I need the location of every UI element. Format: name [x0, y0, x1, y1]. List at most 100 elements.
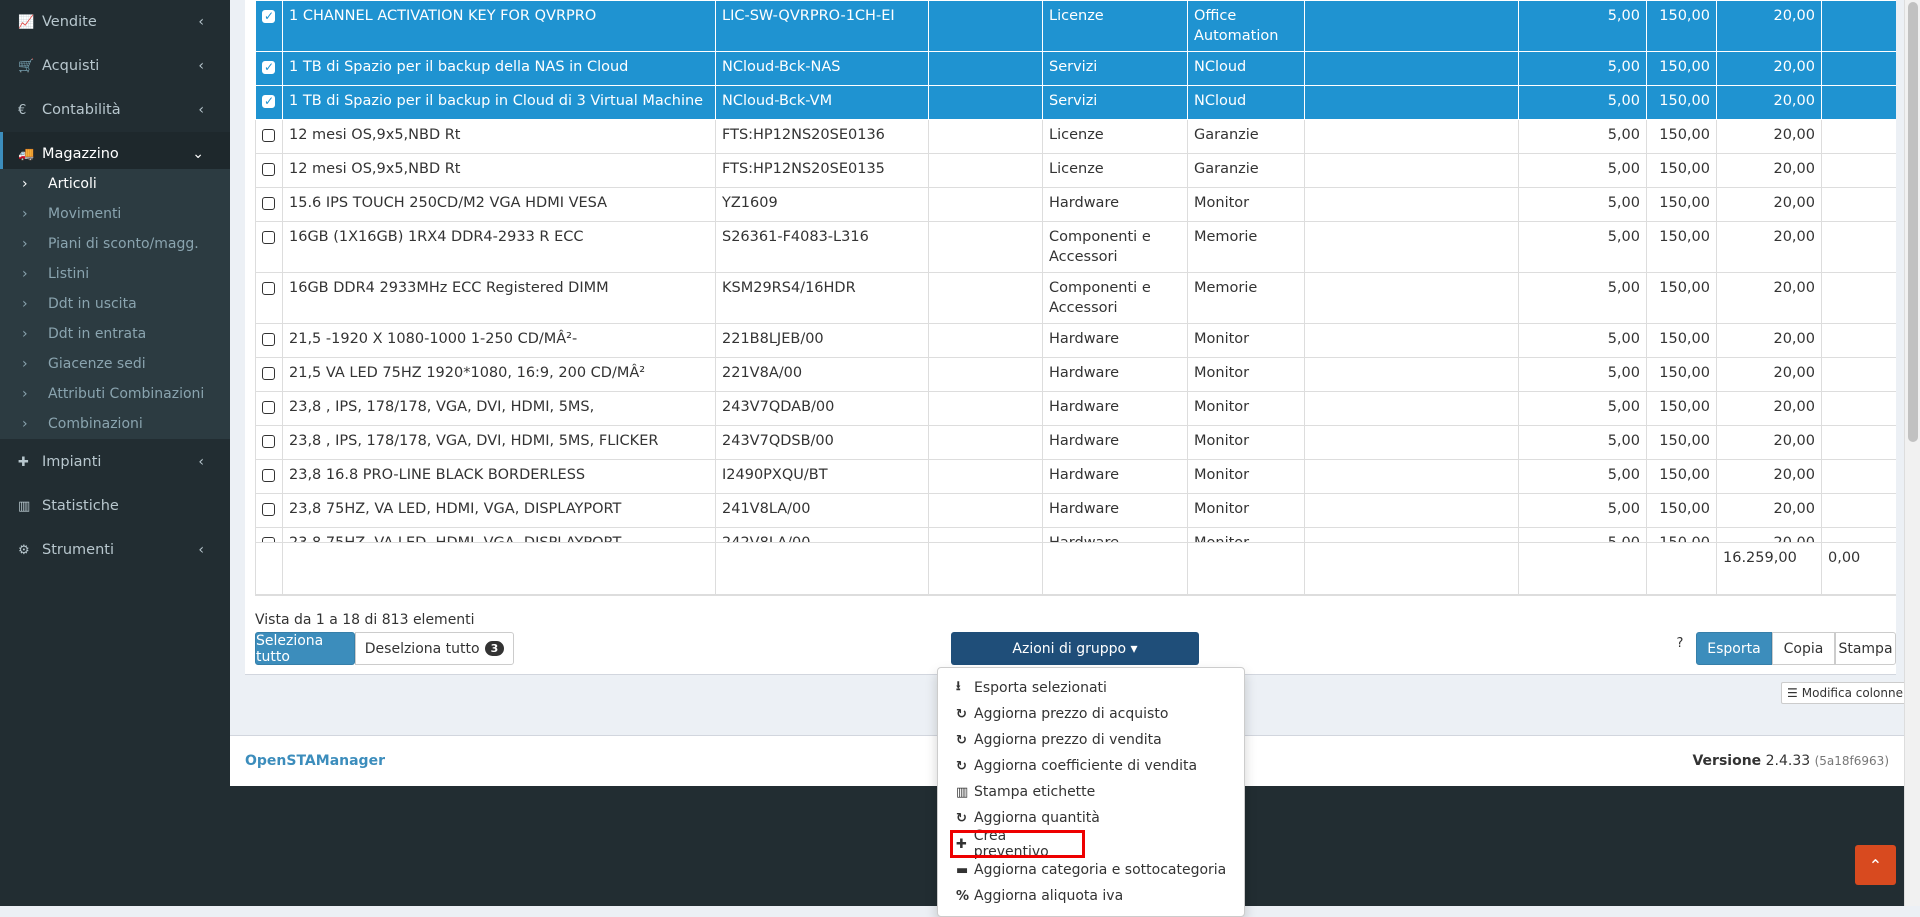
row-checkbox[interactable] — [255, 272, 283, 324]
scroll-to-top-button[interactable]: ⌃ — [1855, 845, 1896, 885]
totals-row: 16.259,00 0,00 — [255, 542, 1896, 594]
cell-description: 23,8 , IPS, 178/178, VGA, DVI, HDMI, 5MS… — [282, 425, 716, 460]
submenu-item[interactable]: › Listini — [0, 259, 230, 289]
menu-item[interactable]: % Aggiorna aliquota iva — [938, 883, 1244, 909]
menu-item[interactable]: ↻ Aggiorna quantità — [938, 805, 1244, 831]
table-row[interactable]: 23,8 16.8 PRO-LINE BLACK BORDERLESS I249… — [255, 459, 1896, 494]
cell-value: 20,00 — [1716, 187, 1822, 222]
row-checkbox[interactable] — [255, 153, 283, 188]
chevron-right-icon: › — [22, 236, 28, 252]
sidebar-item-acquisti[interactable]: 🛒 Acquisti ‹ — [0, 44, 230, 88]
cell-description: 16GB DDR4 2933MHz ECC Registered DIMM — [282, 272, 716, 324]
submenu-item[interactable]: › Giacenze sedi — [0, 349, 230, 379]
table-row[interactable]: 15.6 IPS TOUCH 250CD/M2 VGA HDMI VESA YZ… — [255, 187, 1896, 222]
table-row[interactable]: 12 mesi OS,9x5,NBD Rt FTS:HP12NS20SE0135… — [255, 153, 1896, 188]
sidebar-item-magazzino[interactable]: 🚚 Magazzino ⌄ — [0, 132, 230, 176]
cell-category: Hardware — [1042, 357, 1188, 392]
submenu-item[interactable]: › Combinazioni — [0, 409, 230, 439]
row-checkbox[interactable] — [255, 459, 283, 494]
copy-button[interactable]: Copia — [1772, 632, 1835, 665]
table-row[interactable]: 23,8 75HZ, VA LED, HDMI, VGA, DISPLAYPOR… — [255, 527, 1896, 542]
row-checkbox[interactable] — [255, 119, 283, 154]
submenu-item[interactable]: › Articoli — [0, 169, 230, 199]
scrollbar-thumb[interactable] — [1908, 2, 1918, 442]
sidebar: 📈 Vendite ‹ 🛒 Acquisti ‹ € Contabilità ‹ 🚚 Magazzi… — [0, 0, 230, 906]
cell-code: 243V7QDAB/00 — [715, 391, 929, 426]
sidebar-item-impianti[interactable]: ✚ Impianti ‹ — [0, 440, 230, 484]
menu-item[interactable]: ▬ Aggiorna categoria e sottocategoria — [938, 857, 1244, 883]
cell-price: 150,00 — [1646, 153, 1717, 188]
row-checkbox[interactable] — [255, 221, 283, 273]
select-all-button[interactable]: Seleziona tutto — [255, 632, 355, 665]
table-row[interactable]: 23,8 75HZ, VA LED, HDMI, VGA, DISPLAYPOR… — [255, 493, 1896, 528]
group-actions-button[interactable]: Azioni di gruppo ▾ — [951, 632, 1199, 665]
modify-columns-button[interactable]: ☰ Modifica colonne — [1781, 682, 1909, 704]
sidebar-item-vendite[interactable]: 📈 Vendite ‹ — [0, 0, 230, 44]
cell-empty — [1821, 527, 1896, 542]
row-checkbox[interactable] — [255, 323, 283, 358]
menu-item[interactable]: ▥ Stampa etichette — [938, 779, 1244, 805]
menu-item[interactable]: ↻ Aggiorna prezzo di acquisto — [938, 701, 1244, 727]
table-row[interactable]: 16GB (1X16GB) 1RX4 DDR4-2933 R ECC S2636… — [255, 221, 1896, 273]
cell-code: LIC-SW-QVRPRO-1CH-EI — [715, 0, 929, 52]
row-checkbox[interactable] — [255, 493, 283, 528]
table-row[interactable]: 12 mesi OS,9x5,NBD Rt FTS:HP12NS20SE0136… — [255, 119, 1896, 154]
cell-empty — [1304, 459, 1519, 494]
menu-item-label: Aggiorna categoria e sottocategoria — [974, 862, 1227, 878]
cell-price: 150,00 — [1646, 357, 1717, 392]
cell-empty — [1304, 357, 1519, 392]
checkbox-icon — [262, 537, 275, 542]
deselect-all-button[interactable]: Deselziona tutto 3 — [355, 632, 514, 665]
page-scrollbar[interactable] — [1904, 0, 1920, 906]
help-icon[interactable]: ? — [1671, 634, 1689, 652]
table-row[interactable]: 1 TB di Spazio per il backup in Cloud di… — [255, 85, 1896, 120]
cell-code: NCloud-Bck-VM — [715, 85, 929, 120]
cell-subcategory: Monitor — [1187, 459, 1305, 494]
menu-item[interactable]: ✚ Crea preventivo — [950, 828, 1085, 860]
cell-quantity: 5,00 — [1518, 221, 1647, 273]
chevron-right-icon: › — [22, 176, 28, 192]
print-button[interactable]: Stampa — [1835, 632, 1896, 665]
row-checkbox[interactable] — [255, 527, 283, 542]
submenu-item[interactable]: › Movimenti — [0, 199, 230, 229]
cell-quantity: 5,00 — [1518, 357, 1647, 392]
row-checkbox[interactable] — [255, 425, 283, 460]
table-row[interactable]: 1 CHANNEL ACTIVATION KEY FOR QVRPRO LIC-… — [255, 0, 1896, 52]
export-button[interactable]: Esporta — [1696, 632, 1772, 665]
sidebar-item-strumenti[interactable]: ⚙ Strumenti ‹ — [0, 528, 230, 572]
row-checkbox[interactable] — [255, 187, 283, 222]
cell-code: I2490PXQU/BT — [715, 459, 929, 494]
menu-item[interactable]: ↻ Aggiorna coefficiente di vendita — [938, 753, 1244, 779]
cell-subcategory: Monitor — [1187, 391, 1305, 426]
row-checkbox[interactable] — [255, 51, 283, 86]
cell-empty — [1042, 542, 1188, 594]
table-row[interactable]: 23,8 , IPS, 178/178, VGA, DVI, HDMI, 5MS… — [255, 425, 1896, 460]
submenu-item[interactable]: › Ddt in uscita — [0, 289, 230, 319]
cell-empty — [1304, 221, 1519, 273]
cell-value: 20,00 — [1716, 85, 1822, 120]
sidebar-item-statistiche[interactable]: ▥ Statistiche — [0, 484, 230, 528]
cell-code: 242V8LA/00 — [715, 527, 929, 542]
submenu-item[interactable]: › Piani di sconto/magg. — [0, 229, 230, 259]
row-checkbox[interactable] — [255, 0, 283, 52]
row-checkbox[interactable] — [255, 85, 283, 120]
table-row[interactable]: 16GB DDR4 2933MHz ECC Registered DIMM KS… — [255, 272, 1896, 324]
submenu-item[interactable]: › Attributi Combinazioni — [0, 379, 230, 409]
table-row[interactable]: 21,5 -1920 X 1080-1000 1-250 CD/MÂ²- 221… — [255, 323, 1896, 358]
menu-item[interactable]: ⭳ Esporta selezionati — [938, 675, 1244, 701]
table-row[interactable]: 21,5 VA LED 75HZ 1920*1080, 16:9, 200 CD… — [255, 357, 1896, 392]
brand-link[interactable]: OpenSTAManager — [245, 753, 385, 769]
checkbox-icon — [262, 163, 275, 176]
sidebar-item-contabilit[interactable]: € Contabilità ‹ — [0, 88, 230, 132]
cell-empty — [1821, 119, 1896, 154]
submenu-label: Ddt in entrata — [48, 326, 147, 342]
row-checkbox[interactable] — [255, 391, 283, 426]
refresh-icon: ↻ — [956, 810, 967, 826]
row-checkbox[interactable] — [255, 357, 283, 392]
table-row[interactable]: 23,8 , IPS, 178/178, VGA, DVI, HDMI, 5MS… — [255, 391, 1896, 426]
puzzle-icon: ✚ — [18, 454, 29, 470]
menu-item[interactable]: ↻ Aggiorna prezzo di vendita — [938, 727, 1244, 753]
table-row[interactable]: 1 TB di Spazio per il backup della NAS i… — [255, 51, 1896, 86]
cell-price: 150,00 — [1646, 272, 1717, 324]
submenu-item[interactable]: › Ddt in entrata — [0, 319, 230, 349]
